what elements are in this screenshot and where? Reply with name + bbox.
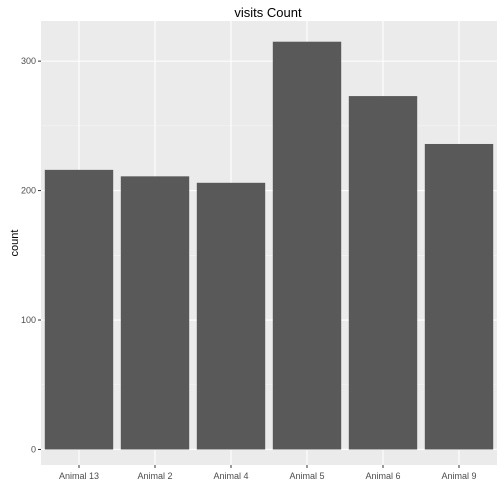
bars	[44, 41, 494, 450]
axes: 0 100 200 300 Animal 13 Animal 2 Animal 4 Anima…	[21, 56, 477, 481]
x-tick-label: Animal 6	[365, 471, 400, 481]
x-tick-label: Animal 13	[59, 471, 99, 481]
y-axis-label: count	[9, 230, 21, 257]
bar	[424, 143, 494, 450]
x-tick-label: Animal 4	[213, 471, 248, 481]
bar	[44, 169, 114, 450]
bar	[272, 41, 342, 450]
y-tick-label: 300	[21, 56, 36, 66]
bar	[196, 182, 266, 450]
bar	[348, 96, 418, 450]
y-tick-label: 0	[31, 444, 36, 454]
x-tick-label: Animal 2	[137, 471, 172, 481]
bar	[120, 176, 190, 450]
y-tick-label: 200	[21, 186, 36, 196]
x-tick-label: Animal 5	[289, 471, 324, 481]
x-tick-label: Animal 9	[441, 471, 476, 481]
y-tick-label: 100	[21, 315, 36, 325]
chart-title: visits Count	[234, 5, 302, 20]
plot-panel	[41, 21, 497, 465]
